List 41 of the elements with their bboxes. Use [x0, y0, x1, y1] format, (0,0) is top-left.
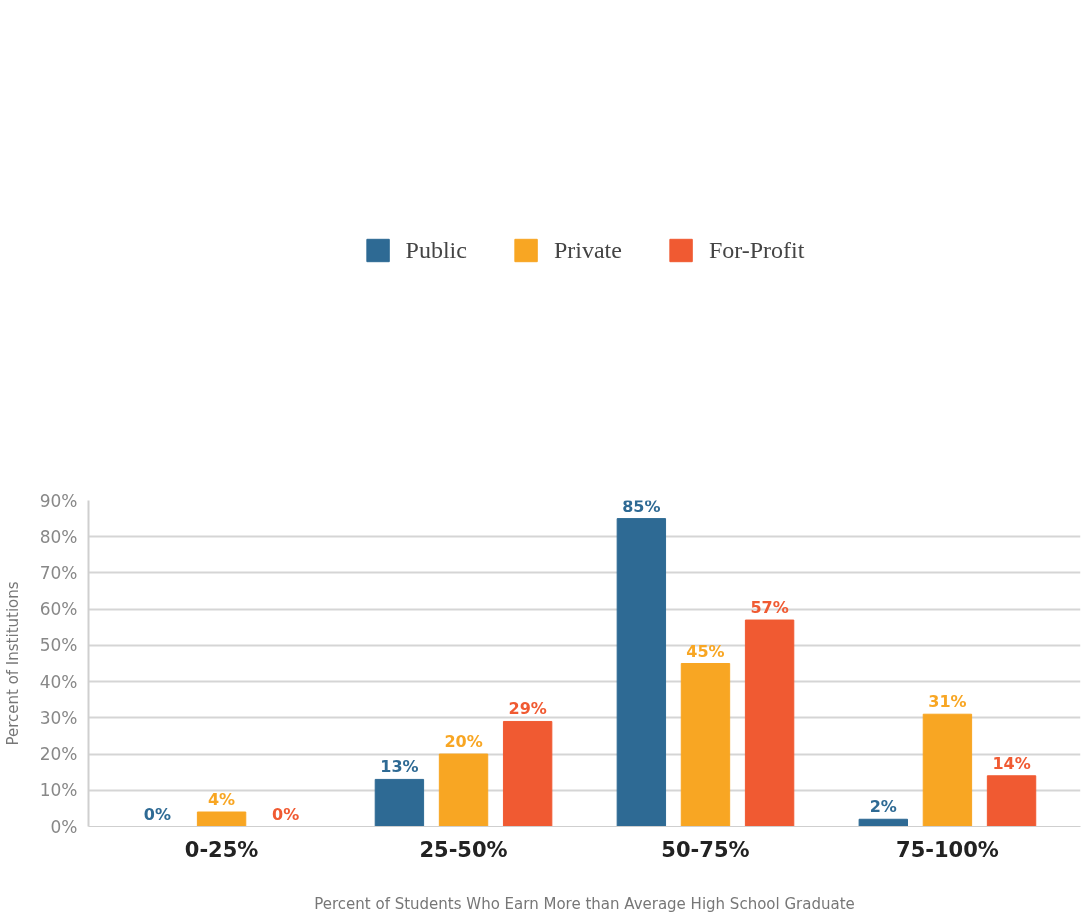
bar: [986, 775, 1037, 827]
x-tick-label: 0-25%: [184, 837, 259, 862]
data-label: 13%: [380, 757, 419, 777]
data-label: 0%: [272, 804, 300, 824]
bar: [616, 518, 667, 827]
data-label: 2%: [869, 797, 897, 817]
bar: [502, 720, 553, 827]
x-tick-label: 75-100%: [896, 837, 999, 862]
data-label: 57%: [750, 598, 789, 618]
x-tick-label: 50-75%: [661, 837, 750, 862]
data-label: 14%: [992, 753, 1031, 773]
y-tick-label: 40%: [39, 671, 78, 692]
bar: [438, 753, 489, 827]
x-tick-label: 25-50%: [419, 837, 508, 862]
y-tick-label: 50%: [39, 635, 78, 656]
legend-label: For-Profit: [708, 236, 805, 264]
bar: [680, 663, 731, 827]
y-tick-label: 60%: [39, 599, 78, 620]
data-label: 4%: [207, 790, 236, 810]
y-tick-label: 0%: [50, 816, 78, 837]
y-tick-label: 80%: [39, 526, 78, 547]
bar: [744, 619, 795, 827]
y-axis-title: Percent of Institutions: [3, 581, 22, 746]
bar: [858, 818, 908, 827]
legend-label: Private: [553, 236, 622, 264]
y-tick-label: 70%: [39, 562, 78, 583]
data-label: 45%: [686, 641, 725, 661]
data-label: 0%: [143, 804, 172, 824]
bar: [922, 713, 973, 827]
data-label: 85%: [622, 496, 661, 516]
y-tick-label: 20%: [39, 744, 78, 765]
data-label: 20%: [444, 732, 483, 752]
y-tick-label: 90%: [39, 490, 78, 511]
data-label: 29%: [508, 699, 547, 719]
data-label: 31%: [928, 692, 967, 712]
y-tick-label: 30%: [39, 707, 78, 728]
bar: [374, 778, 425, 827]
legend-label: Public: [405, 236, 467, 264]
x-axis-title: Percent of Students Who Earn More than Average High School Graduate: [314, 894, 855, 913]
bar: [196, 811, 247, 827]
y-tick-label: 10%: [39, 780, 78, 801]
